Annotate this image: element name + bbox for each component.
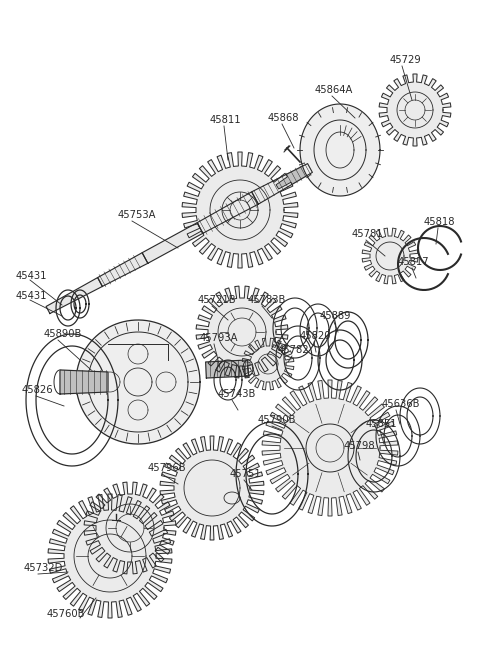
- Text: 45751: 45751: [230, 469, 262, 479]
- Text: 45851: 45851: [366, 419, 397, 429]
- Polygon shape: [84, 482, 176, 574]
- Polygon shape: [300, 104, 380, 196]
- Polygon shape: [60, 370, 108, 394]
- Polygon shape: [182, 152, 298, 268]
- Text: 45431: 45431: [16, 291, 48, 301]
- Text: 45790B: 45790B: [258, 415, 297, 425]
- Text: 45753A: 45753A: [118, 210, 156, 220]
- Text: 45826: 45826: [22, 385, 54, 395]
- Text: 45760B: 45760B: [47, 609, 85, 619]
- Polygon shape: [362, 228, 418, 284]
- Polygon shape: [142, 223, 203, 263]
- Text: 45729: 45729: [390, 55, 422, 65]
- Text: 45783B: 45783B: [248, 295, 287, 305]
- Text: 45743B: 45743B: [218, 389, 256, 399]
- Text: 45889: 45889: [320, 311, 351, 321]
- Text: 45721B: 45721B: [198, 295, 237, 305]
- Polygon shape: [205, 360, 248, 378]
- Text: 45782: 45782: [278, 345, 310, 355]
- Polygon shape: [242, 338, 294, 390]
- Polygon shape: [46, 277, 102, 314]
- Text: 45793A: 45793A: [200, 333, 239, 343]
- Text: 45818: 45818: [424, 217, 456, 227]
- Polygon shape: [97, 253, 148, 287]
- Text: 45890B: 45890B: [44, 329, 83, 339]
- Polygon shape: [160, 436, 264, 540]
- Text: 45798: 45798: [344, 441, 376, 451]
- Polygon shape: [197, 192, 258, 234]
- Text: 45796B: 45796B: [148, 463, 187, 473]
- Polygon shape: [196, 286, 288, 378]
- Text: 45636B: 45636B: [382, 399, 420, 409]
- Text: 45868: 45868: [268, 113, 300, 123]
- Text: 45781: 45781: [352, 229, 384, 239]
- Polygon shape: [76, 320, 200, 444]
- Text: 45820: 45820: [300, 331, 332, 341]
- Polygon shape: [379, 74, 451, 146]
- Text: 45431: 45431: [16, 271, 48, 281]
- Text: 45732D: 45732D: [24, 563, 63, 573]
- Polygon shape: [262, 380, 398, 516]
- Text: 45811: 45811: [210, 115, 241, 125]
- Polygon shape: [252, 163, 312, 204]
- Text: 45864A: 45864A: [315, 85, 353, 95]
- Text: 45817: 45817: [398, 257, 430, 267]
- Polygon shape: [48, 494, 172, 618]
